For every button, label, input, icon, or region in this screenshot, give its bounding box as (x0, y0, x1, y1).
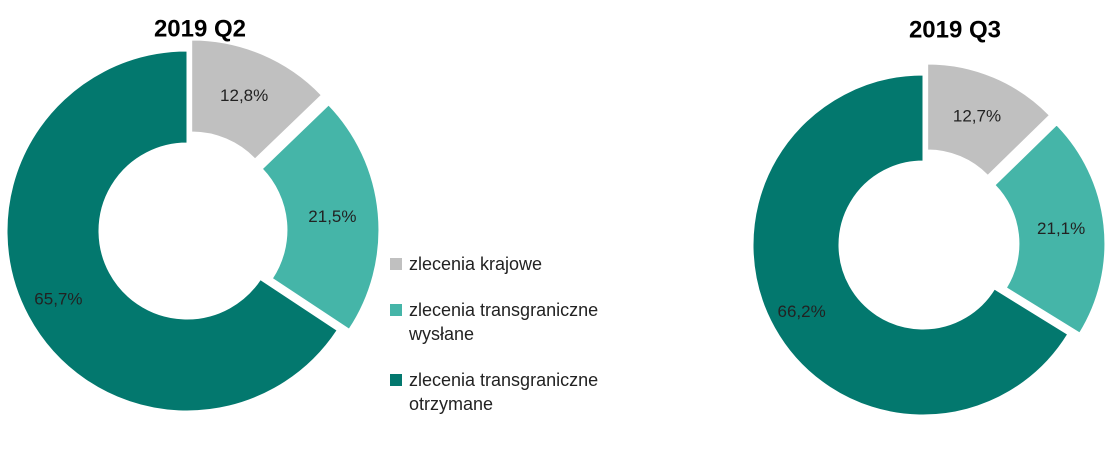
data-label: 12,7% (953, 106, 1001, 125)
legend: zlecenia krajowe zlecenia transgraniczne … (390, 252, 660, 438)
legend-item: zlecenia krajowe (390, 252, 660, 276)
donut-slice (994, 124, 1106, 334)
legend-swatch (390, 374, 402, 386)
legend-item: zlecenia transgraniczne wysłane (390, 298, 660, 346)
donut-slice (261, 104, 380, 330)
data-label: 21,5% (308, 207, 356, 226)
legend-item: zlecenia transgraniczne otrzymane (390, 368, 660, 416)
chart-title: 2019 Q2 (154, 15, 246, 42)
donut-slice (927, 63, 1051, 177)
legend-swatch (390, 304, 402, 316)
data-label: 12,8% (220, 86, 268, 105)
donut-slice (752, 74, 1069, 416)
data-label: 21,1% (1037, 219, 1085, 238)
donut-slice (191, 39, 323, 160)
legend-swatch (390, 258, 402, 270)
chart-title: 2019 Q3 (909, 16, 1001, 43)
donut-slice (6, 50, 338, 412)
data-label: 65,7% (34, 290, 82, 309)
legend-label: zlecenia transgraniczne wysłane (409, 300, 599, 344)
legend-label: zlecenia transgraniczne otrzymane (409, 370, 599, 414)
legend-label: zlecenia krajowe (409, 254, 543, 274)
data-label: 66,2% (778, 302, 826, 321)
